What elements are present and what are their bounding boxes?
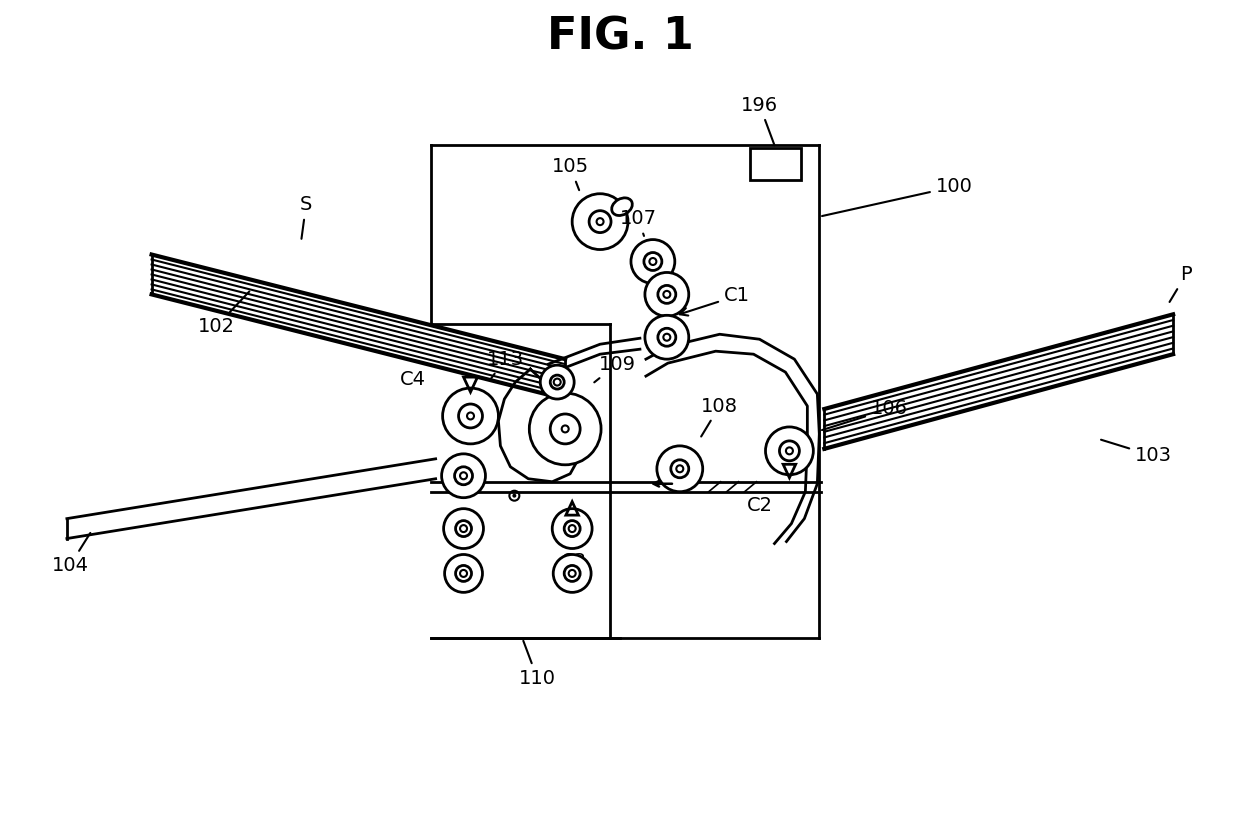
Circle shape — [569, 525, 575, 532]
Circle shape — [445, 554, 482, 593]
Circle shape — [596, 218, 604, 225]
Text: 196: 196 — [742, 95, 777, 145]
Circle shape — [529, 393, 601, 465]
Circle shape — [541, 365, 574, 399]
Circle shape — [569, 570, 575, 577]
Circle shape — [553, 554, 591, 593]
Text: 110: 110 — [518, 641, 556, 688]
Circle shape — [645, 273, 688, 317]
Circle shape — [572, 194, 627, 250]
Text: C1: C1 — [680, 287, 750, 316]
Text: 102: 102 — [198, 291, 249, 336]
Circle shape — [441, 454, 486, 497]
Text: P: P — [1169, 265, 1192, 302]
Circle shape — [676, 466, 683, 472]
Circle shape — [645, 315, 688, 359]
Text: 105: 105 — [552, 157, 589, 190]
Text: 100: 100 — [822, 177, 972, 216]
Text: C2: C2 — [746, 497, 773, 515]
Circle shape — [657, 446, 703, 492]
Bar — [749, 148, 801, 180]
Text: S: S — [300, 195, 312, 239]
Circle shape — [460, 472, 467, 479]
Text: FIG. 1: FIG. 1 — [547, 15, 693, 59]
Circle shape — [663, 291, 671, 298]
Circle shape — [554, 379, 560, 386]
Text: 103: 103 — [1101, 440, 1172, 466]
Text: 109: 109 — [594, 355, 636, 383]
Circle shape — [467, 413, 474, 419]
Circle shape — [460, 570, 467, 577]
Text: C4: C4 — [399, 370, 425, 388]
Circle shape — [663, 334, 671, 341]
Circle shape — [786, 448, 792, 454]
Circle shape — [444, 509, 484, 549]
Circle shape — [443, 388, 498, 444]
Circle shape — [552, 509, 591, 549]
Circle shape — [562, 426, 569, 432]
Text: 113: 113 — [487, 350, 525, 380]
Text: 104: 104 — [51, 533, 91, 575]
Text: 106: 106 — [822, 400, 908, 430]
Circle shape — [460, 525, 467, 532]
Circle shape — [765, 427, 813, 475]
Circle shape — [631, 239, 675, 283]
Ellipse shape — [611, 198, 632, 216]
Circle shape — [512, 494, 516, 497]
Text: 107: 107 — [620, 209, 656, 236]
Text: C3: C3 — [562, 552, 588, 571]
Circle shape — [650, 258, 656, 265]
Text: 108: 108 — [701, 396, 738, 436]
